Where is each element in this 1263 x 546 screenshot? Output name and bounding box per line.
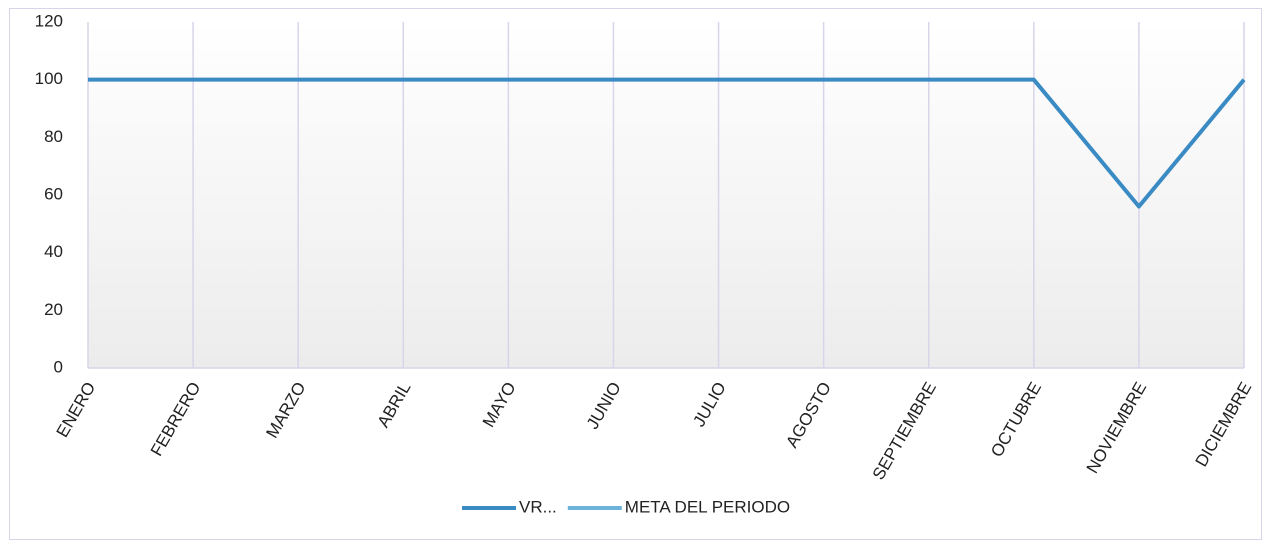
plot-area	[88, 22, 1244, 368]
y-tick-label: 20	[44, 300, 63, 319]
y-tick-label: 40	[44, 242, 63, 261]
series-line	[88, 77, 1246, 209]
legend-label: META DEL PERIODO	[625, 497, 790, 516]
y-tick-label: 60	[44, 184, 63, 203]
y-tick-label: 100	[35, 69, 63, 88]
y-tick-label: 0	[54, 357, 63, 376]
y-tick-label: 80	[44, 127, 63, 146]
legend-label: VR...	[519, 497, 557, 516]
y-tick-label: 120	[35, 11, 63, 30]
